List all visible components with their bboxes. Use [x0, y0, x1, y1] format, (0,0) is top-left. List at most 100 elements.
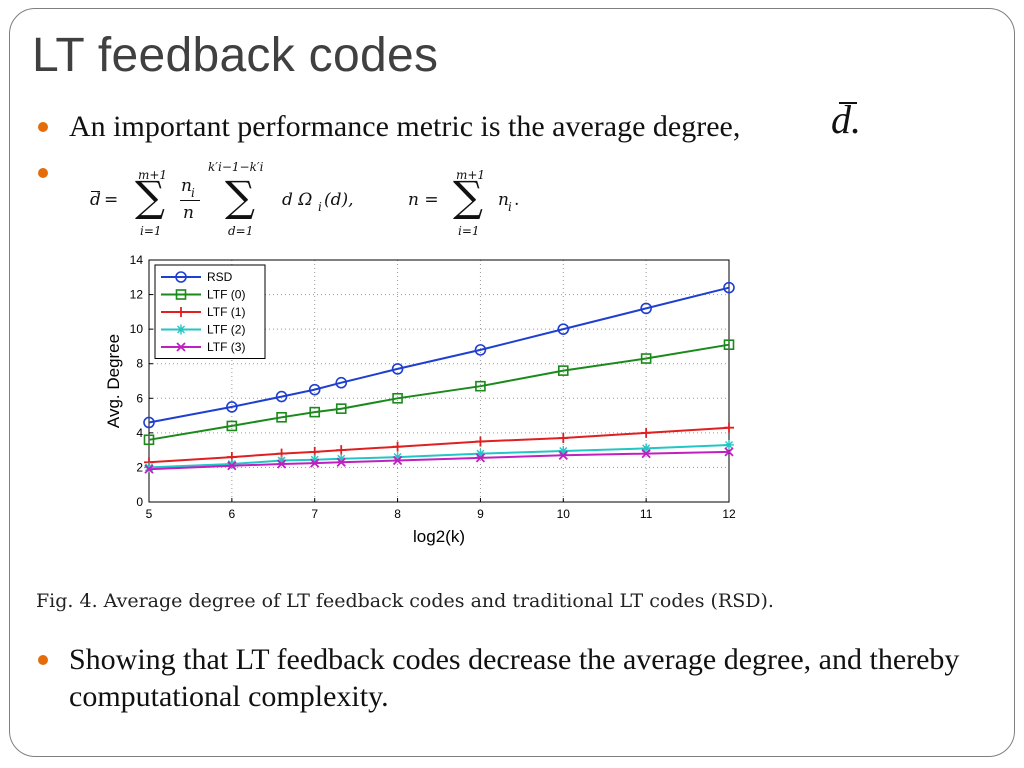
marker-x: [336, 457, 346, 467]
marker-plus: [392, 441, 403, 452]
legend-label: RSD: [207, 270, 233, 284]
plot-frame: [148, 259, 730, 503]
marker-square: [557, 365, 569, 376]
marker-square: [309, 406, 321, 418]
marker-square: [175, 289, 187, 300]
series-line: [148, 444, 730, 469]
bullet-marker-2: [38, 168, 48, 178]
legend-label: LTF (3): [207, 340, 245, 354]
formula-term-arg: (d),: [324, 190, 354, 210]
chart-svg: 5 6 7 8 9 10 11 12 0 2 4 6 8 10 12 14 log2(k) Avg. Degree…: [104, 253, 736, 546]
marker-square: [392, 392, 403, 404]
x-tick-label: 7: [311, 507, 318, 521]
marker-star: [276, 455, 287, 466]
formula-term: d Ω: [282, 190, 313, 210]
marker-circle: [275, 390, 288, 403]
formula-sum2-bottom: d=1: [228, 224, 254, 238]
y-tick-label: 14: [130, 253, 144, 267]
slide-frame: [9, 8, 1015, 757]
series-line: [148, 450, 730, 471]
marker-x: [176, 342, 186, 352]
marker-square: [475, 380, 486, 392]
marker-circle: [175, 271, 187, 283]
formula-sum3-top: m+1: [456, 168, 486, 182]
x-tick-label: 6: [229, 507, 236, 521]
legend-label: LTF (0): [207, 288, 245, 302]
marker-x: [276, 459, 287, 469]
marker-star: [144, 462, 154, 473]
formula-rhs-term-sub: i: [508, 200, 512, 214]
marker-circle: [143, 416, 155, 429]
average-degree-formula: d = m+1 ∑ i=1 n i n k′i−1−k′i ∑ d=1 d Ω …: [90, 160, 520, 238]
avg-degree-chart: 5 6 7 8 9 10 11 12 0 2 4 6 8 10 12 14 log2(k) Avg. Degree…: [95, 252, 755, 562]
x-tick-label: 12: [722, 507, 736, 521]
marker-circle: [557, 323, 570, 335]
inline-dbar-symbol: d.: [831, 97, 861, 142]
formula-sum2-top: k′i−1−k′i: [208, 160, 264, 174]
series-line: [148, 286, 730, 424]
marker-x: [227, 461, 237, 471]
x-tick-label: 10: [557, 507, 571, 521]
y-tick-label: 0: [136, 495, 143, 509]
marker-square: [226, 420, 238, 432]
y-tick-label: 12: [130, 288, 144, 302]
marker-x: [392, 455, 403, 466]
y-tick-label: 6: [136, 391, 143, 405]
marker-circle: [474, 344, 487, 356]
formula-frac-num-sub: i: [191, 186, 195, 200]
formula-rhs-term: n: [498, 190, 509, 210]
marker-plus: [176, 307, 186, 317]
marker-star: [475, 448, 486, 459]
marker-star: [641, 443, 652, 454]
marker-circle: [308, 383, 321, 396]
marker-star: [309, 454, 320, 465]
series-line: [148, 343, 730, 441]
bullet-marker-3: [38, 655, 48, 665]
marker-star: [226, 458, 237, 469]
figure-caption: Fig. 4. Average degree of LT feedback co…: [36, 590, 774, 612]
marker-circle: [226, 401, 238, 413]
marker-plus: [558, 433, 569, 444]
bullet-text-3: Showing that LT feedback codes decrease …: [69, 643, 960, 713]
marker-x: [144, 464, 154, 474]
marker-x: [724, 447, 734, 457]
marker-square: [640, 353, 652, 364]
formula-lhs: d: [90, 190, 101, 210]
formula-sum3-bottom: i=1: [458, 224, 480, 238]
x-tick-label: 8: [394, 507, 401, 521]
marker-square: [276, 412, 287, 423]
marker-plus: [475, 436, 486, 447]
marker-star: [558, 446, 569, 457]
marker-plus: [336, 445, 347, 456]
marker-star: [392, 452, 403, 463]
y-axis-label: Avg. Degree: [104, 334, 123, 428]
marker-circle: [335, 376, 348, 389]
marker-star: [336, 453, 347, 464]
marker-x: [558, 450, 568, 460]
marker-circle: [640, 302, 652, 315]
series-line: [148, 426, 730, 464]
marker-x: [310, 458, 320, 468]
formula-sum1-bottom: i=1: [140, 224, 162, 238]
marker-plus: [641, 427, 652, 438]
slide-title: LT feedback codes: [32, 29, 439, 82]
marker-plus: [724, 422, 734, 433]
formula-rhs-end: .: [514, 190, 520, 210]
legend-label: LTF (1): [207, 305, 245, 319]
x-tick-label: 11: [640, 507, 653, 521]
marker-square: [335, 403, 347, 414]
marker-star: [176, 324, 186, 335]
marker-square: [723, 339, 735, 350]
marker-circle: [391, 363, 404, 375]
y-tick-label: 2: [136, 460, 143, 474]
bullet-text-1: An important performance metric is the a…: [69, 110, 741, 143]
formula-sum1-top: m+1: [138, 168, 168, 182]
y-tick-label: 4: [136, 426, 143, 440]
marker-circle: [723, 281, 735, 294]
formula-rhs-lhs: n =: [408, 190, 439, 210]
formula-term-sub: i: [318, 200, 322, 214]
formula-frac-den: n: [183, 203, 194, 223]
x-axis-label: log2(k): [413, 527, 465, 546]
legend-label: LTF (2): [207, 323, 245, 337]
marker-x: [641, 448, 651, 459]
